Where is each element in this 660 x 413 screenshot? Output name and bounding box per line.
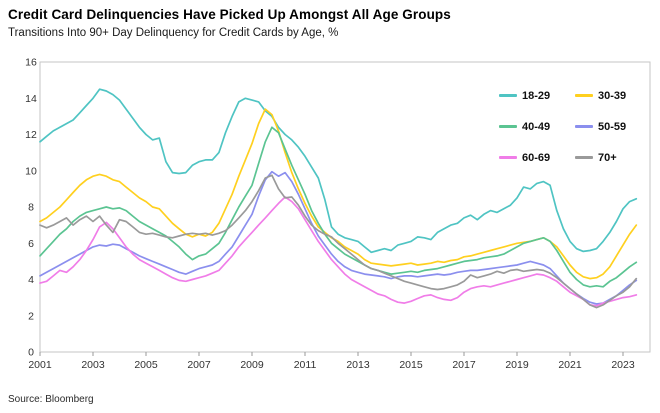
- series-line-18-29: [39, 88, 638, 254]
- chart-legend: 18-29 30-39 40-49 50-59 60-69 70+: [499, 80, 647, 173]
- series-line-70+: [39, 174, 638, 309]
- x-tick-label: 2001: [28, 359, 52, 371]
- x-tick-label: 2013: [346, 359, 370, 371]
- y-tick-label: 2: [28, 310, 34, 322]
- x-tick-label: 2021: [558, 359, 582, 371]
- x-tick-label: 2017: [452, 359, 476, 371]
- legend-swatch-18-29: [499, 94, 517, 97]
- legend-item-40-49: 40-49: [499, 121, 575, 133]
- legend-label-18-29: 18-29: [522, 89, 551, 102]
- x-tick-label: 2007: [187, 359, 211, 371]
- legend-item-70plus: 70+: [575, 152, 645, 164]
- y-tick-label: 0: [28, 347, 34, 359]
- legend-label-60-69: 60-69: [522, 151, 551, 164]
- page-title: Credit Card Delinquencies Have Picked Up…: [8, 7, 451, 22]
- legend-item-60-69: 60-69: [499, 152, 575, 164]
- legend-item-18-29: 18-29: [499, 90, 575, 102]
- y-tick-label: 6: [28, 238, 34, 250]
- chart-subtitle: Transitions Into 90+ Day Delinquency for…: [8, 27, 339, 39]
- legend-label-30-39: 30-39: [598, 89, 627, 102]
- x-tick-label: 2019: [505, 359, 529, 371]
- x-tick-label: 2003: [81, 359, 105, 371]
- y-tick-label: 12: [25, 129, 37, 141]
- y-tick-label: 4: [28, 274, 34, 286]
- y-tick-label: 10: [25, 165, 37, 177]
- legend-label-50-59: 50-59: [598, 120, 627, 133]
- legend-label-70plus: 70+: [598, 151, 617, 164]
- legend-item-30-39: 30-39: [575, 90, 645, 102]
- legend-swatch-50-59: [575, 125, 593, 128]
- x-tick-label: 2023: [611, 359, 635, 371]
- series-line-50-59: [39, 170, 638, 305]
- x-tick-label: 2011: [294, 359, 317, 371]
- y-tick-label: 14: [25, 93, 37, 105]
- legend-label-40-49: 40-49: [522, 120, 551, 133]
- legend-swatch-70plus: [575, 156, 593, 159]
- y-tick-label: 16: [25, 57, 37, 69]
- legend-swatch-60-69: [499, 156, 517, 159]
- x-tick-label: 2015: [399, 359, 423, 371]
- legend-swatch-30-39: [575, 94, 593, 97]
- x-tick-label: 2005: [134, 359, 158, 371]
- legend-swatch-40-49: [499, 125, 517, 128]
- source-attribution: Source: Bloomberg: [8, 394, 94, 405]
- y-tick-label: 8: [28, 202, 34, 214]
- series-line-40-49: [39, 126, 638, 288]
- legend-item-50-59: 50-59: [575, 121, 645, 133]
- series-line-60-69: [39, 196, 638, 307]
- plot-border: [39, 61, 651, 353]
- x-tick-label: 2009: [240, 359, 264, 371]
